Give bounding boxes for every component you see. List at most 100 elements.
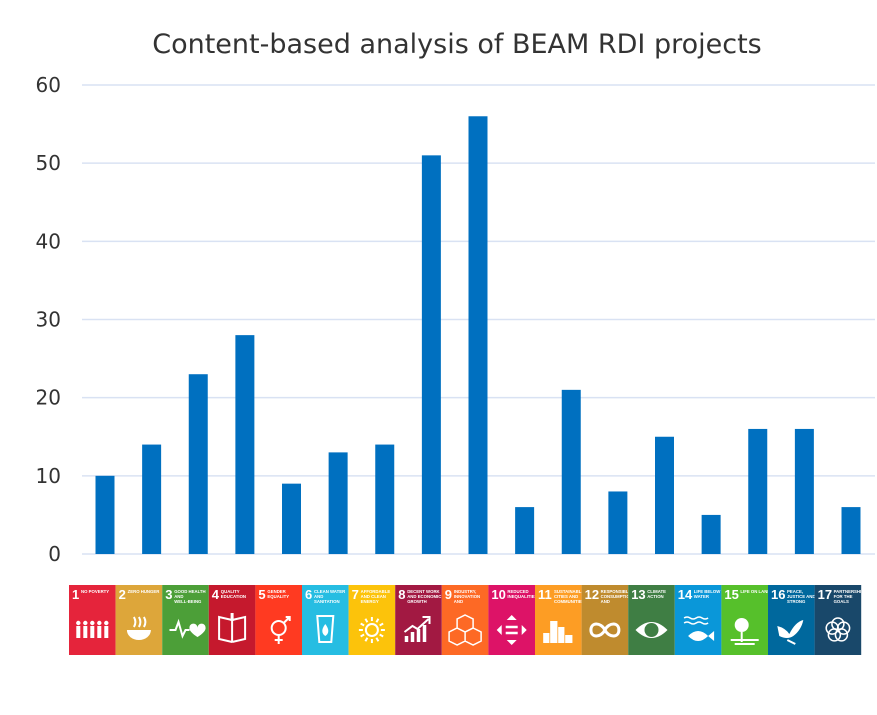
y-tick-label: 0 xyxy=(48,542,61,566)
sdg-label-line: STRONG xyxy=(787,599,806,604)
sdg-number: 14 xyxy=(678,587,693,602)
sdg-tile-background xyxy=(395,585,442,655)
infinity-icon xyxy=(589,622,621,638)
growth-chart-icon xyxy=(403,616,431,642)
bar xyxy=(701,514,721,554)
sdg-tile-background xyxy=(628,585,675,655)
bar xyxy=(608,491,628,554)
sdg-label-line: JUSTICE AND xyxy=(787,594,816,599)
bar xyxy=(282,483,301,554)
sdg-label-line: WATER xyxy=(694,594,710,599)
sdg-label-line: EQUALITY xyxy=(267,594,289,599)
family-icon xyxy=(76,620,109,638)
sdg-number: 4 xyxy=(212,587,220,602)
y-tick-label: 60 xyxy=(36,73,61,97)
equality-icon xyxy=(496,615,527,645)
water-drop-icon xyxy=(316,615,335,643)
sdg-label-line: ENERGY xyxy=(361,599,379,604)
sdg-label-line: CLIMATE xyxy=(647,589,666,594)
sdg-number: 5 xyxy=(258,587,265,602)
sdg-number: 9 xyxy=(445,587,452,602)
sdg-label-line: ZERO HUNGER xyxy=(128,589,161,594)
sdg-label-line: AFFORDABLE xyxy=(361,589,391,594)
sdg-label-line: AND xyxy=(601,599,610,604)
gender-icon xyxy=(270,616,291,644)
sdg-tile-background xyxy=(441,585,489,655)
sdg-label-line: INDUSTRY, xyxy=(454,589,477,594)
bar xyxy=(841,507,861,554)
sdg-label-line: EDUCATION xyxy=(221,594,246,599)
bar xyxy=(561,389,581,554)
sdg-icon-strip: 1 NO POVERTY 2 ZERO HUNGER 3 GOOD HEALTHANDWE… xyxy=(69,585,867,655)
sdg-number: 6 xyxy=(305,587,312,602)
bar xyxy=(328,452,348,554)
bar xyxy=(468,116,488,555)
sdg-tile-background xyxy=(162,585,209,655)
sdg-label-line: AND ECONOMIC xyxy=(407,594,441,599)
sdg-label-line: FOR THE xyxy=(834,594,853,599)
sdg-tile-background xyxy=(115,585,163,655)
sdg-number: 11 xyxy=(538,587,552,602)
cubes-icon xyxy=(448,614,482,646)
bar xyxy=(655,436,674,554)
sdg-label-line: SUSTAINABLE xyxy=(554,589,584,594)
city-icon xyxy=(543,621,573,643)
rings-icon xyxy=(825,617,851,642)
sdg-number: 12 xyxy=(585,587,599,602)
sdg-label-line: AND xyxy=(174,594,183,599)
sdg-label-line: LIFE BELOW xyxy=(694,589,721,594)
sdg-label-line: RESPONSIBLE xyxy=(601,589,632,594)
eye-globe-icon xyxy=(635,622,668,638)
bowl-icon xyxy=(126,616,151,640)
tree-icon xyxy=(730,618,759,645)
sdg-label-line: COMMUNITIES xyxy=(554,599,585,604)
sdg-label-line: CLEAN WATER xyxy=(314,589,346,594)
sdg-number: 17 xyxy=(818,587,832,602)
sdg-number: 7 xyxy=(352,587,359,602)
y-tick-label: 30 xyxy=(36,308,61,332)
sdg-label-line: AND CLEAN xyxy=(361,594,386,599)
sdg-label-line: WELL-BEING xyxy=(174,599,202,604)
sdg-number: 10 xyxy=(491,587,505,602)
sdg-label-line: REDUCED xyxy=(507,589,528,594)
fish-icon xyxy=(683,616,715,641)
sdg-label-line: GROWTH xyxy=(407,599,427,604)
sdg-label-line: AND xyxy=(314,594,323,599)
y-tick-label: 10 xyxy=(36,464,61,488)
sdg-label-line: NO POVERTY xyxy=(81,589,109,594)
chart-title: Content-based analysis of BEAM RDI proje… xyxy=(152,29,762,60)
sdg-tile-2: 2 ZERO HUNGER xyxy=(115,585,163,655)
dove-icon xyxy=(777,620,804,645)
bar xyxy=(748,428,768,554)
sdg-label-line: GOOD HEALTH xyxy=(174,589,205,594)
bar xyxy=(421,155,441,554)
sdg-tile-background xyxy=(535,585,582,655)
sdg-number: 8 xyxy=(398,587,405,602)
sdg-number: 1 xyxy=(72,587,79,602)
sdg-number: 16 xyxy=(771,587,785,602)
sdg-label-line: INEQUALITIES xyxy=(507,594,537,599)
bar xyxy=(515,507,535,554)
sdg-label-line: CONSUMPTION xyxy=(601,594,633,599)
sdg-label-line: ACTION xyxy=(647,594,663,599)
sdg-tile-1: 1 NO POVERTY xyxy=(69,585,116,655)
y-tick-label: 40 xyxy=(36,229,61,253)
sdg-tile-background xyxy=(814,585,862,655)
sdg-label-line: GENDER xyxy=(267,589,286,594)
sdg-number: 13 xyxy=(631,587,645,602)
